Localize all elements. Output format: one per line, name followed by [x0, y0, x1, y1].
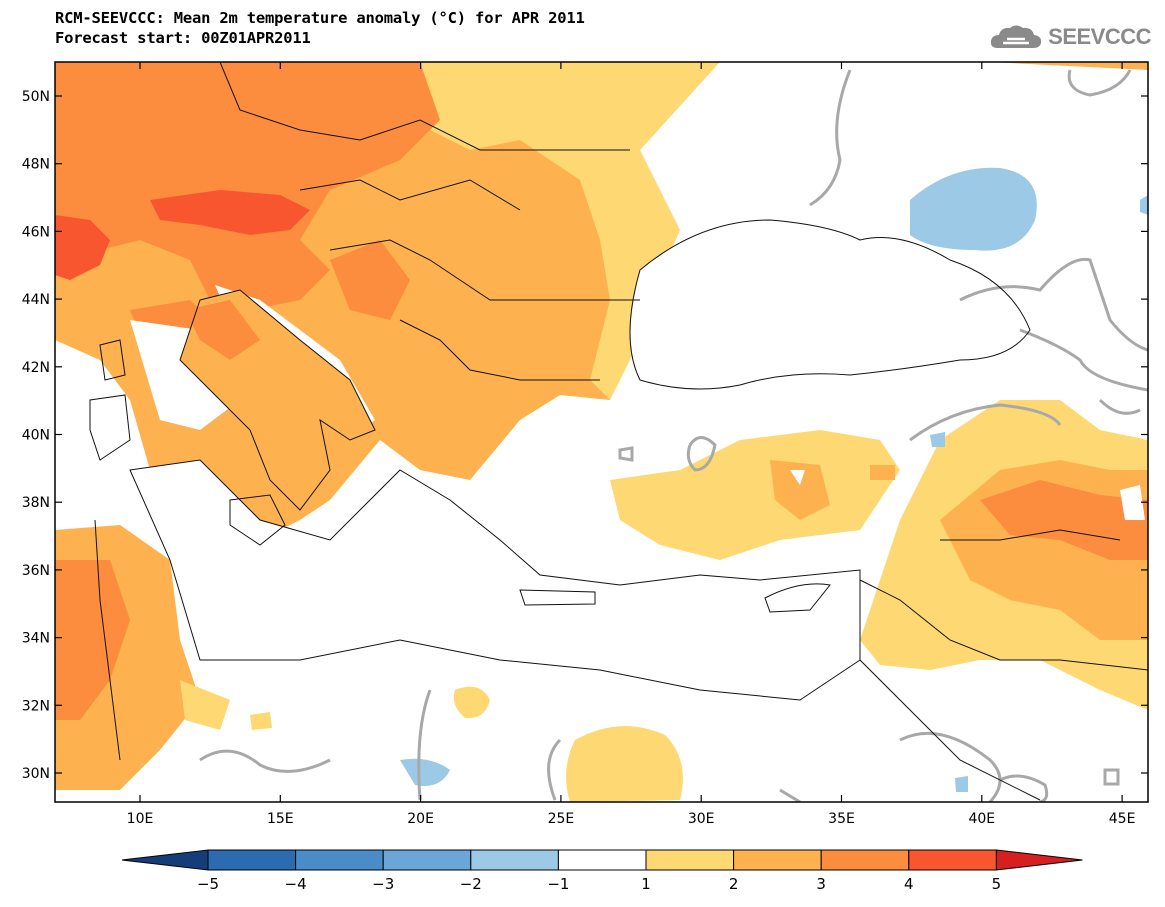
colorbar-label: −1 [547, 875, 569, 893]
lon-tick-label: 35E [828, 811, 855, 827]
lat-tick-label: 42N [22, 360, 50, 376]
colorbar-segment [382, 849, 472, 871]
lat-tick-label: 48N [22, 157, 50, 173]
colorbar-segment [908, 849, 997, 871]
colorbar-segment [295, 849, 384, 871]
colorbar-arrow-high [995, 849, 1083, 871]
cloud-icon [991, 25, 1042, 48]
colorbar-label: −4 [285, 875, 307, 893]
lon-tick-label: 40E [968, 811, 995, 827]
colorbar-label: 2 [729, 875, 739, 893]
lat-tick-label: 50N [22, 89, 50, 105]
lat-tick-label: 32N [22, 698, 50, 714]
colorbar-segment [207, 849, 297, 871]
longitude-axis: 10E 15E 20E 25E 30E 35E 40E 45E [127, 62, 1136, 827]
colorbar: −5 −4 −3 −2 −1 1 2 3 4 5 [121, 849, 1083, 893]
title-line-2: Forecast start: 00Z01APR2011 [55, 29, 311, 47]
colorbar-label: 5 [992, 875, 1002, 893]
lat-tick-label: 44N [22, 292, 50, 308]
colorbar-label: 4 [904, 875, 914, 893]
seevccc-logo: SEEVCCC [988, 22, 1151, 52]
lat-tick-label: 34N [22, 631, 50, 647]
lat-tick-label: 46N [22, 224, 50, 240]
colorbar-label: −3 [372, 875, 394, 893]
lat-tick-label: 40N [22, 428, 50, 444]
title-line-1: RCM-SEEVCCC: Mean 2m temperature anomaly… [55, 9, 585, 27]
logo-text: SEEVCCC [1048, 24, 1151, 49]
map-title: RCM-SEEVCCC: Mean 2m temperature anomaly… [55, 8, 585, 48]
colorbar-segment [820, 849, 910, 871]
colorbar-label: −2 [460, 875, 482, 893]
zero-contours [199, 69, 1148, 802]
colorbar-segment [733, 849, 822, 871]
colorbar-label: −5 [197, 875, 219, 893]
lon-tick-label: 25E [548, 811, 575, 827]
lon-tick-label: 10E [127, 811, 154, 827]
anomaly-field [55, 62, 1148, 802]
latitude-axis: 50N 48N 46N 44N 42N 40N 38N 36N 34N 32N 30N [22, 89, 1148, 782]
colorbar-arrow-low [121, 849, 209, 871]
colorbar-segment [470, 849, 559, 871]
lon-tick-label: 30E [688, 811, 715, 827]
map-frame [54, 61, 1149, 803]
coastlines [89, 62, 1148, 801]
lat-tick-label: 38N [22, 495, 50, 511]
colorbar-label: 1 [641, 875, 651, 893]
lat-tick-label: 30N [22, 766, 50, 782]
lat-tick-label: 36N [22, 563, 50, 579]
colorbar-segment [645, 849, 735, 871]
colorbar-segment [557, 849, 647, 871]
colorbar-label: 3 [816, 875, 826, 893]
lon-tick-label: 45E [1109, 811, 1136, 827]
lon-tick-label: 15E [267, 811, 294, 827]
lon-tick-label: 20E [407, 811, 434, 827]
